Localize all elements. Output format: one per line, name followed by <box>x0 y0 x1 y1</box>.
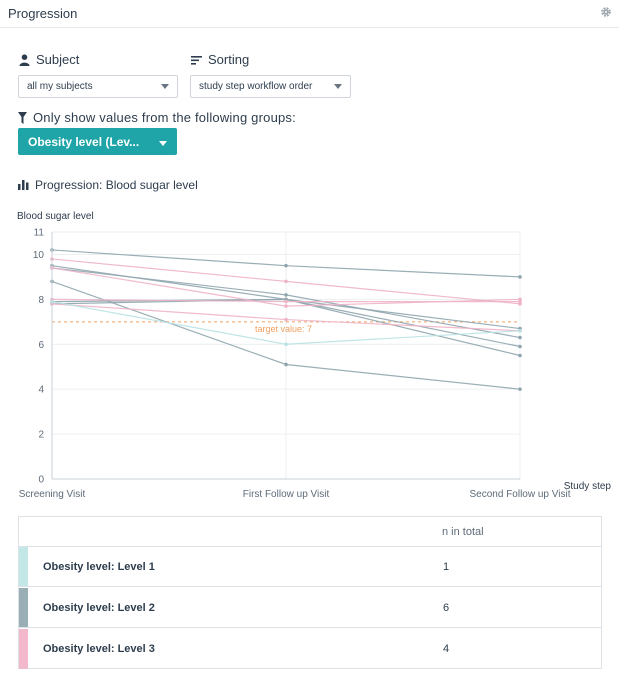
data-point <box>518 299 522 304</box>
group-label: Obesity level: Level 2 <box>43 602 155 614</box>
data-point <box>518 329 522 333</box>
table-row: Obesity level: Level 1 1 <box>19 547 601 587</box>
group-count-table: n in total Obesity level: Level 1 1 Obes… <box>18 516 602 669</box>
sorting-label: Sorting <box>191 52 249 67</box>
subject-select[interactable]: all my subjects <box>18 75 178 98</box>
group-count: 4 <box>443 643 450 655</box>
group-color-swatch <box>19 629 28 669</box>
data-point <box>284 317 288 322</box>
data-point <box>284 362 288 367</box>
blood-sugar-line-chart: Blood sugar level Study step target valu… <box>17 211 612 500</box>
data-point <box>518 335 522 340</box>
data-point <box>518 387 522 391</box>
group-color-swatch <box>19 547 28 586</box>
n-in-total-header: n in total <box>442 526 484 538</box>
chart-heading: Progression: Blood sugar level <box>18 178 198 192</box>
group-filter-dropdown-label: Obesity level (Lev... <box>28 134 140 149</box>
y-tick-label: 2 <box>38 430 44 441</box>
sorting-select-value: study step workflow order <box>199 81 313 92</box>
bar-chart-icon <box>18 180 29 190</box>
chevron-down-icon <box>159 141 167 146</box>
panel-title: Progression <box>8 6 78 21</box>
data-point <box>518 344 522 349</box>
y-tick-label: 8 <box>38 295 44 306</box>
sorting-label-text: Sorting <box>208 52 250 67</box>
data-point <box>284 304 288 308</box>
table-header: n in total <box>19 517 601 547</box>
table-row: Obesity level: Level 3 4 <box>19 629 601 669</box>
subject-label-text: Subject <box>36 52 80 67</box>
y-axis-title: Blood sugar level <box>17 211 94 222</box>
group-filter-label: Only show values from the following grou… <box>18 110 296 125</box>
data-point <box>284 342 288 347</box>
target-label: target value: 7 <box>255 324 312 334</box>
data-point <box>284 293 288 297</box>
group-filter-dropdown[interactable]: Obesity level (Lev... <box>18 128 177 155</box>
funnel-icon <box>18 111 27 124</box>
x-tick-label: Screening Visit <box>19 489 86 500</box>
chevron-down-icon <box>161 84 169 89</box>
data-point <box>518 353 522 358</box>
group-label: Obesity level: Level 1 <box>43 561 155 573</box>
group-count: 6 <box>443 602 450 614</box>
group-count: 1 <box>443 561 450 573</box>
sorting-select[interactable]: study step workflow order <box>190 75 351 98</box>
group-color-swatch <box>19 588 28 627</box>
x-tick-label: First Follow up Visit <box>243 489 330 500</box>
x-tick-label: Second Follow up Visit <box>470 489 571 500</box>
table-row: Obesity level: Level 2 6 <box>19 588 601 628</box>
gear-icon[interactable] <box>600 6 612 18</box>
y-tick-label: 4 <box>38 385 44 396</box>
y-tick-label: 10 <box>33 250 45 261</box>
subject-select-value: all my subjects <box>27 81 93 92</box>
sort-lines-icon <box>191 55 202 65</box>
y-tick-label: 6 <box>38 340 44 351</box>
x-axis-title: Study step <box>564 481 612 492</box>
data-point <box>284 299 288 304</box>
group-filter-label-text: Only show values from the following grou… <box>33 110 296 125</box>
subject-label: Subject <box>19 52 79 67</box>
chevron-down-icon <box>334 84 342 89</box>
person-icon <box>19 53 30 66</box>
chart-heading-text: Progression: Blood sugar level <box>35 178 198 192</box>
data-point <box>284 279 288 284</box>
group-label: Obesity level: Level 3 <box>43 643 155 655</box>
data-point <box>284 263 288 268</box>
panel-header: Progression <box>0 0 619 28</box>
y-tick-label: 11 <box>34 228 45 239</box>
y-tick-label: 0 <box>38 475 44 486</box>
data-point <box>518 275 522 279</box>
